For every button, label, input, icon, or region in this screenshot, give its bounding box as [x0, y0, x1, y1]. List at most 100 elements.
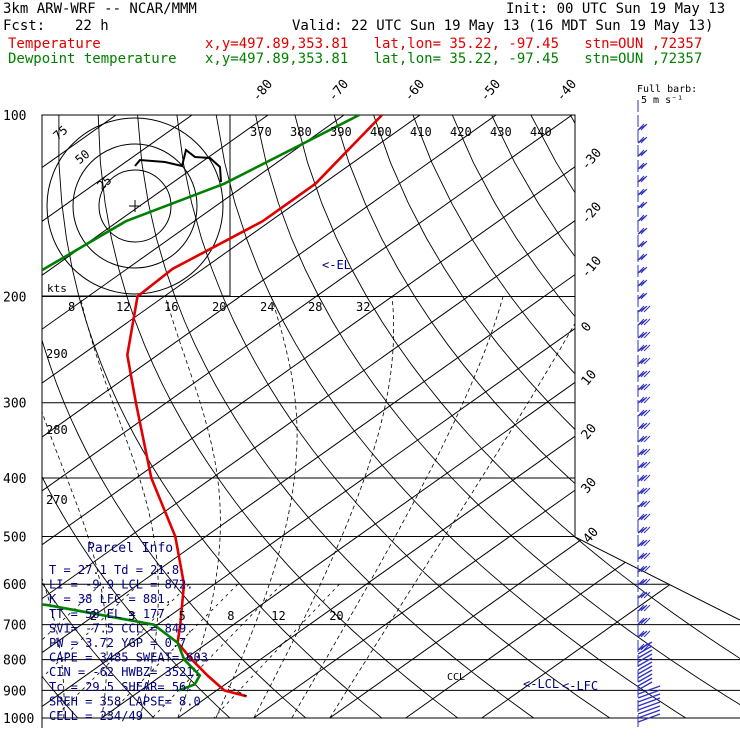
wind-barb-flag — [637, 487, 645, 495]
skew-temp-right-label: -30 — [579, 146, 606, 174]
dry-adiabat-line — [491, 115, 740, 719]
wind-barb-flag — [637, 552, 645, 560]
theta-label: 400 — [370, 125, 392, 139]
wind-barb-flag — [637, 461, 645, 469]
wind-barb-flag — [637, 240, 645, 248]
theta-label: 410 — [410, 125, 432, 139]
wind-barb-low — [637, 645, 653, 655]
wind-barb-flag — [640, 240, 648, 248]
isotherm-line — [42, 115, 269, 719]
wind-barb-flag — [643, 565, 651, 573]
wind-barb-flag — [640, 383, 648, 391]
wind-barb-flag — [637, 266, 645, 274]
wind-barb-flag — [640, 630, 648, 638]
wind-barb-flag — [643, 305, 651, 313]
hodograph-ring — [72, 143, 198, 269]
dry-adiabat-line — [412, 115, 740, 719]
temperature-profile-line — [125, 115, 383, 698]
wind-barb-flag — [643, 513, 651, 521]
wind-barbs — [637, 100, 661, 727]
wind-barb-flag — [643, 487, 651, 495]
dry-adiabat-line — [58, 115, 383, 719]
wind-barb-flag — [643, 396, 651, 404]
mixing-ratio-bottom-label: 3 — [128, 609, 135, 623]
mixing-ratio-bottom-label: 2 — [90, 609, 97, 623]
mixing-ratio-top-label: 20 — [212, 300, 226, 314]
theta-label: 390 — [330, 125, 352, 139]
pressure-tick-label: 1000 — [3, 712, 34, 727]
skew-temp-right-label: 30 — [579, 475, 601, 497]
pressure-tick-label: 100 — [3, 109, 26, 124]
temperature-location: x,y=497.89,353.81 lat,lon= 35.22, -97.45… — [205, 36, 703, 52]
forecast-hour: 22 h — [75, 18, 109, 34]
wind-barb-flag — [643, 331, 651, 339]
dry-adiabat-line — [137, 115, 535, 719]
wind-barb-flag — [640, 370, 648, 378]
ccl-annotation: CCL — [447, 672, 465, 683]
wind-barb-flag — [640, 227, 648, 235]
wind-barb-flag — [643, 461, 651, 469]
wind-barb-flag — [640, 162, 648, 170]
wind-barb-flag — [643, 383, 651, 391]
forecast-label: Fcst: — [3, 18, 46, 34]
wind-barb-flag — [643, 409, 651, 417]
wind-barb-flag — [640, 331, 648, 339]
lfc-annotation: <-LFC — [562, 679, 598, 693]
wind-barb-flag — [637, 435, 645, 443]
wind-barb-low — [637, 689, 661, 699]
pressure-tick-label: 300 — [3, 397, 26, 412]
pressure-tick-label: 700 — [3, 619, 26, 634]
pressure-tick-label: 400 — [3, 472, 26, 487]
wind-barb-flag — [640, 409, 648, 417]
wind-barb-flag — [643, 474, 651, 482]
wind-barb-flag — [637, 318, 645, 326]
dry-adiabat-line — [0, 115, 2, 718]
wind-barb-low — [637, 681, 653, 691]
mixing-ratio-bottom-label: 20 — [329, 609, 343, 623]
pressure-tick-label: 600 — [3, 578, 26, 593]
wind-barb-flag — [637, 409, 645, 417]
wind-barb-flag — [637, 162, 645, 170]
wind-barb-flag — [637, 383, 645, 391]
skew-temp-right-label: -20 — [579, 200, 606, 228]
wind-barb-flag — [640, 461, 648, 469]
theta-label: 380 — [290, 125, 312, 139]
wind-barb-low — [637, 673, 653, 683]
dry-adiabat-line — [687, 115, 740, 719]
dry-adiabat-line — [609, 115, 740, 719]
wind-barb-low — [637, 713, 661, 723]
wind-barb-flag — [637, 214, 645, 222]
theta-label: 430 — [490, 125, 512, 139]
valid-time: Valid: 22 UTC Sun 19 May 13 (16 MDT Sun … — [292, 18, 714, 34]
mixing-ratio-top-label: 16 — [164, 300, 178, 314]
wind-barb-flag — [640, 136, 648, 144]
isotherm-line — [405, 115, 740, 719]
dewpoint-location: x,y=497.89,353.81 lat,lon= 35.22, -97.45… — [205, 51, 703, 67]
wind-barb-low — [637, 693, 661, 703]
isotherm-line — [481, 115, 740, 719]
series-layer — [42, 115, 383, 698]
wind-barb-flag — [643, 630, 651, 638]
pressure-tick-label: 200 — [3, 291, 26, 306]
wind-barb-flag — [643, 318, 651, 326]
wind-barb-flag — [640, 201, 648, 209]
wind-barb-flag — [640, 526, 648, 534]
moist-adiabat-line — [164, 296, 221, 719]
skew-temp-right-label: 20 — [579, 421, 601, 443]
wind-barb-flag — [643, 578, 651, 586]
wind-barb-flag — [640, 253, 648, 261]
pressure-tick-label: 900 — [3, 684, 26, 699]
wind-barb-flag — [640, 318, 648, 326]
dry-adiabat-line — [255, 115, 740, 719]
wind-barb-flag — [643, 552, 651, 560]
wind-barb-flag — [640, 396, 648, 404]
moist-adiabat-line — [329, 296, 591, 719]
wind-barb-flag — [640, 123, 648, 131]
isotherm-line — [42, 115, 573, 719]
wind-barb-low — [637, 709, 661, 719]
moist-adiabat-line — [215, 296, 298, 719]
isotherm-line — [177, 115, 740, 719]
mixing-ratio-top-label: 8 — [68, 300, 75, 314]
lcl-annotation: <-LCL — [523, 677, 559, 691]
